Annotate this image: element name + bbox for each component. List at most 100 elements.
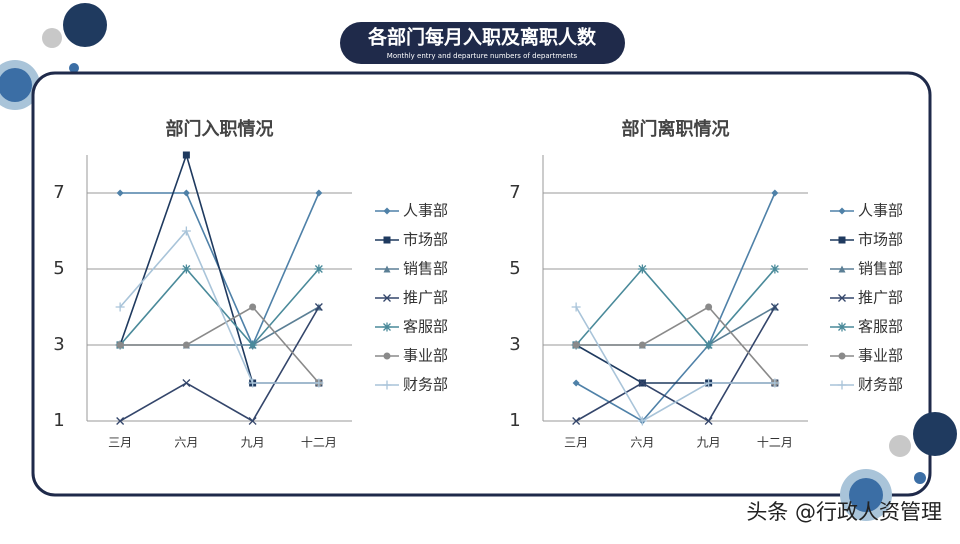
frame [31, 71, 932, 497]
marker [249, 303, 257, 311]
legend-marker [383, 207, 391, 215]
marker [638, 379, 647, 387]
series-line [119, 229, 319, 384]
marker [571, 302, 581, 312]
marker [182, 379, 191, 387]
y-tick-label: 7 [53, 182, 64, 203]
marker [704, 378, 714, 388]
marker [704, 417, 713, 425]
y-tick-label: 5 [509, 258, 520, 279]
marker [115, 302, 125, 312]
series-line [120, 305, 320, 384]
series-line [576, 305, 776, 384]
marker [116, 417, 125, 425]
decor-circle [0, 68, 32, 102]
legend-label: 销售部 [403, 260, 448, 278]
decor-circle [914, 472, 926, 484]
marker [771, 189, 779, 197]
decor-circle [849, 478, 883, 512]
marker [181, 226, 191, 236]
legend-marker [383, 294, 391, 302]
legend-label: 客服部 [403, 318, 448, 336]
title-pill [340, 22, 625, 64]
x-tick-label: 十二月 [757, 436, 793, 450]
legend-label: 财务部 [403, 376, 448, 394]
legend-marker [838, 352, 846, 360]
marker [314, 378, 324, 388]
marker [314, 264, 324, 274]
legend-marker [838, 236, 846, 244]
legend-label: 客服部 [858, 318, 903, 336]
decor-circle [889, 435, 911, 457]
marker [116, 341, 124, 349]
chart-title: 部门离职情况 [622, 118, 730, 140]
decor-circle [69, 63, 79, 73]
x-tick-label: 六月 [630, 436, 654, 450]
marker [770, 303, 779, 311]
legend-label: 事业部 [858, 347, 903, 365]
x-tick-label: 九月 [697, 436, 721, 450]
marker [315, 189, 323, 197]
marker [705, 303, 713, 311]
y-tick-label: 1 [53, 410, 64, 431]
legend-label: 人事部 [858, 202, 903, 220]
legend-label: 销售部 [858, 260, 903, 278]
marker [637, 416, 647, 426]
marker [314, 303, 323, 311]
marker [182, 341, 190, 349]
x-tick-label: 三月 [564, 436, 588, 450]
legend-marker [837, 380, 847, 390]
legend-label: 财务部 [858, 376, 903, 394]
marker [638, 341, 646, 349]
legend-marker [838, 265, 846, 273]
marker [182, 189, 190, 197]
x-tick-label: 三月 [108, 436, 132, 450]
series-line [575, 306, 775, 423]
marker [181, 264, 191, 274]
legend-marker [383, 265, 391, 273]
legend-label: 市场部 [403, 231, 448, 249]
legend-marker [382, 322, 392, 332]
legend-marker [838, 207, 846, 215]
watermark: 头条 @行政人资管理 [746, 500, 942, 524]
marker [116, 189, 124, 197]
y-tick-label: 3 [53, 334, 64, 355]
marker [770, 378, 780, 388]
y-tick-label: 7 [509, 182, 520, 203]
slide-title: 各部门每月入职及离职人数 [367, 26, 597, 49]
legend-marker [382, 380, 392, 390]
marker [704, 340, 714, 350]
legend-marker [838, 294, 846, 302]
series-line [119, 306, 320, 423]
marker [248, 378, 258, 388]
y-tick-label: 1 [509, 410, 520, 431]
legend-label: 推广部 [858, 289, 903, 307]
decor-circle [63, 3, 107, 47]
legend-label: 人事部 [403, 202, 448, 220]
decor-circle [913, 412, 957, 456]
slide-subtitle: Monthly entry and departure numbers of d… [387, 52, 578, 60]
marker [572, 417, 581, 425]
marker [770, 264, 780, 274]
y-tick-label: 5 [53, 258, 64, 279]
x-tick-label: 六月 [174, 436, 198, 450]
legend-label: 推广部 [403, 289, 448, 307]
decor-circle [42, 28, 62, 48]
legend-marker [383, 352, 391, 360]
marker [572, 379, 580, 387]
legend-label: 事业部 [403, 347, 448, 365]
x-tick-label: 十二月 [301, 436, 337, 450]
marker [248, 340, 258, 350]
marker [637, 264, 647, 274]
marker [248, 417, 257, 425]
series-line [575, 267, 776, 347]
legend-marker [383, 236, 391, 244]
y-tick-label: 3 [509, 334, 520, 355]
legend-marker [837, 322, 847, 332]
marker [182, 151, 190, 159]
chart-title: 部门入职情况 [166, 118, 274, 140]
legend-label: 市场部 [858, 231, 903, 249]
x-tick-label: 九月 [241, 436, 265, 450]
marker [572, 341, 580, 349]
